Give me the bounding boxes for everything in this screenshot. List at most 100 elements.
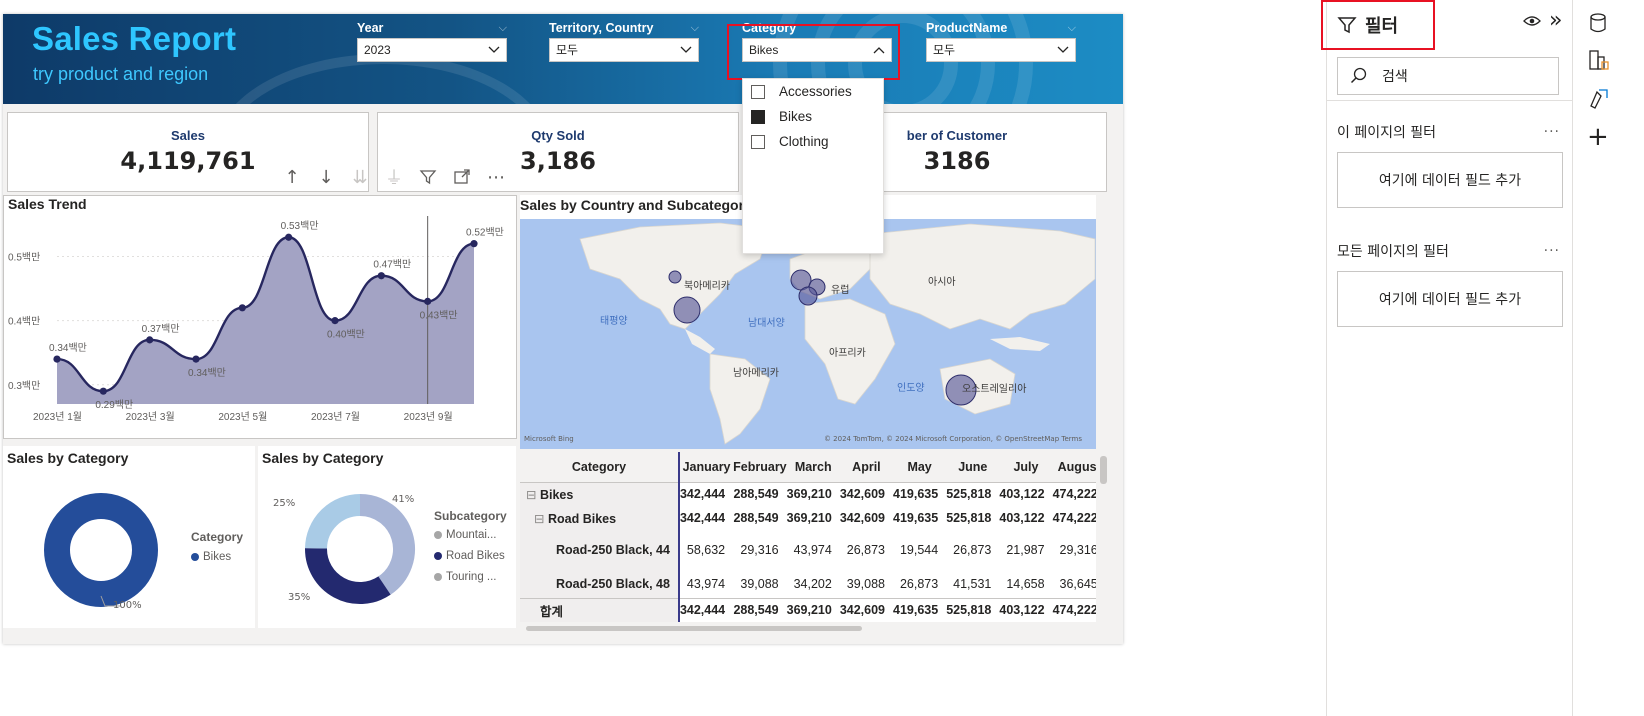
report-subtitle: try product and region (33, 64, 209, 84)
arrow-up-icon[interactable]: ↑ (284, 166, 300, 188)
checkbox[interactable] (751, 84, 765, 99)
chart-title: Sales by Category (262, 450, 384, 466)
kpi-card-qty[interactable]: Qty Sold 3,186 (377, 112, 739, 192)
search-placeholder: 검색 (1382, 69, 1408, 85)
data-point (331, 317, 339, 325)
productname-slicer[interactable]: ProductName ⌵ 모두 (926, 18, 1076, 62)
slicer-value: 2023 (364, 43, 391, 57)
column-header[interactable]: April (839, 452, 894, 483)
year-dropdown[interactable]: 2023 (357, 38, 507, 62)
filter-icon[interactable] (414, 166, 442, 188)
table-row: ⊟ Road Bikes 342,444 288,549 369,210 342… (520, 506, 1096, 530)
chevron-down-icon[interactable]: ⌵ (1067, 22, 1076, 34)
kpi-title: Sales (171, 128, 205, 143)
column-header[interactable]: June (946, 452, 1000, 483)
slice-label: 35% (288, 592, 311, 603)
focus-mode-icon[interactable] (448, 166, 476, 188)
legend-item[interactable]: Bikes (191, 546, 231, 567)
column-header[interactable]: March (786, 452, 840, 483)
row-header[interactable]: Road-250 Black, 44 (520, 530, 680, 570)
cell: 525,818 (946, 597, 1000, 622)
year-slicer[interactable]: Year ⌵ 2023 (357, 18, 507, 62)
donut-slice (305, 494, 361, 550)
cell: 19,544 (899, 543, 939, 557)
row-header[interactable]: ⊟ Road Bikes (520, 506, 680, 530)
slicer-value: 모두 (933, 43, 956, 57)
cell: 342,609 (839, 597, 894, 622)
table-row: Road-250 Black, 44 58,632 29,316 43,974 … (520, 530, 1096, 570)
data-label: 0.34백만 (49, 342, 87, 354)
x-tick-label: 2023년 3월 (126, 411, 175, 423)
legend-item[interactable]: Touring ... (434, 566, 505, 587)
productname-dropdown[interactable]: 모두 (926, 38, 1076, 62)
bing-logo: Microsoft Bing (524, 435, 574, 443)
map-label: 북아메리카 (684, 281, 730, 292)
arrow-down-icon[interactable]: ↓ (318, 166, 334, 188)
sales-matrix[interactable]: Category January February March April Ma… (520, 452, 1096, 622)
donut-chart (305, 494, 415, 604)
collapse-icon[interactable]: ⊟ (534, 511, 545, 526)
format-icon[interactable] (1587, 86, 1611, 114)
kpi-value: 4,119,761 (120, 147, 256, 175)
slice-label: 100% (113, 600, 142, 611)
more-options-icon[interactable]: ... (1543, 239, 1560, 255)
column-header[interactable]: February (733, 452, 787, 483)
chart-title: Sales by Country and Subcategory (520, 197, 752, 213)
chevron-up-icon (873, 47, 885, 54)
vertical-scrollbar[interactable] (1100, 456, 1107, 484)
donut-category-visual[interactable]: Sales by Category 100% Category Bikes (3, 446, 255, 628)
chevron-down-icon[interactable]: ⌵ (498, 22, 507, 34)
row-label: Bikes (539, 487, 574, 502)
territory-slicer[interactable]: Territory, Country ⌵ 모두 (549, 18, 699, 62)
kpi-card-sales[interactable]: Sales 4,119,761 (7, 112, 369, 192)
search-input[interactable]: 검색 (1337, 57, 1559, 95)
donut-subcategory-visual[interactable]: Sales by Category 41% 35% 25% Subcategor… (258, 446, 516, 628)
double-arrow-down-icon[interactable]: ⇊ (352, 166, 368, 188)
eye-icon[interactable] (1523, 12, 1541, 34)
cell: 36,645 (1059, 576, 1096, 591)
filters-header: 필터 (1337, 12, 1398, 38)
collapse-icon[interactable]: ⊟ (526, 487, 537, 502)
chevron-down-icon[interactable]: ⌵ (690, 22, 699, 34)
filter-icon (1337, 17, 1357, 34)
cell: 525,818 (946, 487, 992, 502)
checkbox[interactable] (751, 134, 765, 149)
category-dropdown[interactable]: Bikes (742, 38, 892, 62)
more-options-icon[interactable]: ... (1543, 120, 1560, 136)
territory-dropdown[interactable]: 모두 (549, 38, 699, 62)
add-icon[interactable]: + (1587, 122, 1609, 152)
cell: 342,609 (839, 511, 886, 525)
category-dropdown-list[interactable]: Accessories Bikes Clothing (742, 78, 884, 254)
map-label: 인도양 (897, 383, 925, 394)
row-header[interactable]: ⊟ Bikes (520, 482, 680, 506)
data-point (377, 272, 385, 280)
data-icon[interactable] (1587, 12, 1609, 38)
cell: 419,635 (893, 597, 947, 622)
column-header[interactable]: August (1052, 452, 1096, 483)
x-tick-label: 2023년 7월 (311, 411, 360, 423)
sales-trend-visual[interactable]: Sales Trend 0.3백만 0.4백만 0.5백만 0.34백만 0.29백만 0… (3, 195, 517, 439)
row-header[interactable]: Road-250 Black, 48 (520, 570, 680, 598)
checkbox[interactable] (751, 109, 765, 124)
add-field-drop-zone[interactable]: 여기에 데이터 필드 추가 (1337, 271, 1563, 327)
column-header[interactable]: Category (520, 452, 680, 483)
option-accessories[interactable]: Accessories (743, 79, 883, 104)
column-header[interactable]: January (678, 452, 734, 483)
expand-hierarchy-icon[interactable]: ⏚ (385, 168, 403, 189)
add-field-drop-zone[interactable]: 여기에 데이터 필드 추가 (1337, 152, 1563, 208)
cell: 342,444 (679, 511, 726, 525)
data-label: 0.52백만 (466, 227, 504, 239)
cell: 403,122 (999, 511, 1045, 525)
option-clothing[interactable]: Clothing (743, 129, 883, 154)
column-header[interactable]: May (893, 452, 947, 483)
cell: 419,635 (893, 511, 939, 525)
visualizations-icon[interactable] (1587, 48, 1611, 76)
column-header[interactable]: July (999, 452, 1053, 483)
collapse-pane-icon[interactable]: » (1549, 8, 1563, 33)
horizontal-scrollbar[interactable] (526, 626, 862, 631)
more-options-icon[interactable]: ⋯ (487, 166, 505, 188)
option-bikes[interactable]: Bikes (743, 104, 883, 129)
cell: 474,222 (1052, 487, 1096, 502)
legend-item[interactable]: Mountai... (434, 524, 505, 545)
legend-item[interactable]: Road Bikes (434, 545, 505, 566)
